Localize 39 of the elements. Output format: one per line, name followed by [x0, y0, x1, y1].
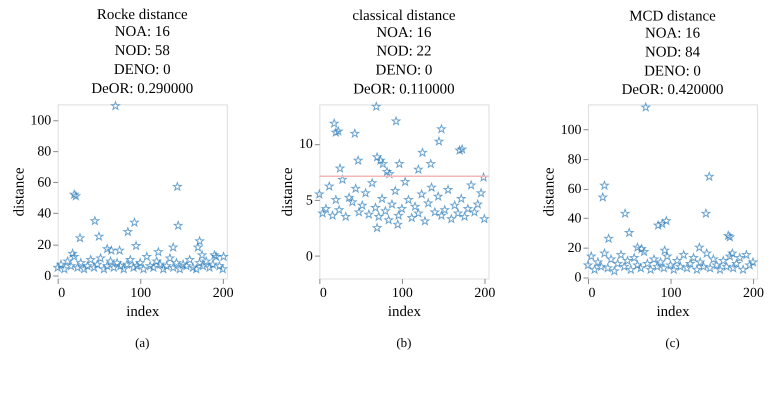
- x-axis-title: index: [656, 304, 690, 320]
- chart-subtitle: NOA: 16 NOD: 22 DENO: 0 DeOR: 0.110000: [353, 24, 455, 98]
- y-tick-label: 20: [568, 240, 582, 256]
- x-tick-label: 100: [130, 286, 152, 301]
- chart-subtitle: NOA: 16 NOD: 84 DENO: 0 DeOR: 0.420000: [622, 26, 724, 98]
- text: (b): [396, 335, 412, 350]
- x-axis-title: index: [388, 304, 422, 320]
- x-tick-label: 0: [320, 286, 327, 301]
- y-tick-label: 0: [574, 270, 582, 286]
- x-axis-title: index: [126, 304, 160, 320]
- text: (c): [665, 335, 680, 350]
- y-tick-label: 5: [306, 193, 313, 208]
- y-tick-label: 0: [44, 268, 52, 284]
- x-tick-label: 200: [474, 286, 496, 301]
- y-tick-label: 40: [568, 211, 582, 226]
- x-tick-label: 200: [743, 286, 764, 301]
- y-tick-label: 60: [37, 176, 52, 191]
- y-tick-label: 100: [30, 113, 52, 128]
- chart-title: MCD distance: [629, 8, 716, 25]
- x-tick-label: 100: [392, 286, 413, 301]
- x-tick-label: 0: [58, 286, 66, 301]
- x-tick-label: 0: [588, 286, 596, 301]
- y-tick-label: 80: [37, 144, 52, 160]
- text: (a): [135, 335, 150, 350]
- y-axis-title: distance: [280, 167, 296, 216]
- y-axis-title: distance: [11, 167, 28, 216]
- y-tick-label: 60: [568, 182, 582, 197]
- x-tick-label: 200: [212, 286, 234, 301]
- y-axis-title: distance: [542, 167, 558, 216]
- chart-title: Rocke distance: [96, 7, 188, 24]
- y-tick-label: 40: [37, 206, 52, 222]
- chart-subtitle: NOA: 16 NOD: 58 DENO: 0 DeOR: 0.290000: [91, 24, 194, 97]
- y-tick-label: 80: [568, 152, 582, 168]
- chart-title: classical distance: [352, 8, 456, 24]
- y-tick-label: 10: [298, 137, 313, 152]
- y-tick-label: 20: [37, 238, 52, 253]
- y-tick-label: 100: [560, 122, 582, 138]
- x-tick-label: 100: [660, 286, 682, 301]
- y-tick-label: 0: [306, 249, 313, 264]
